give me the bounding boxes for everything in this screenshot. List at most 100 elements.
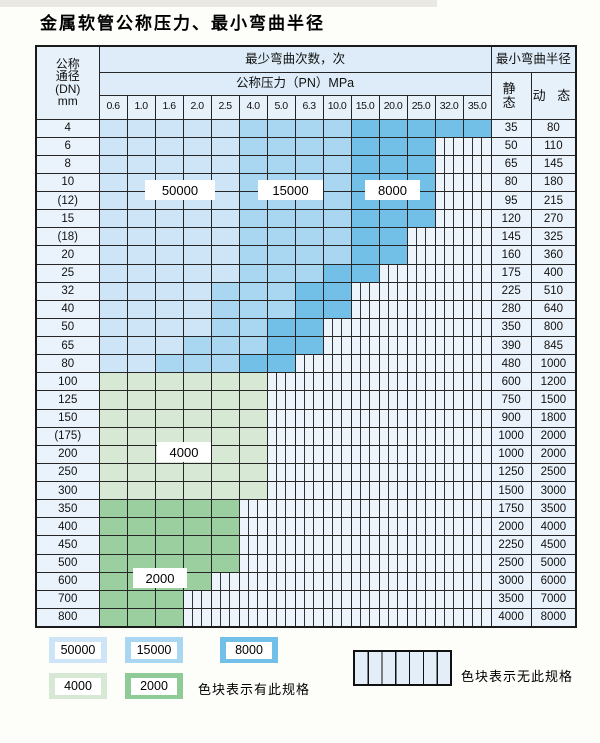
spec-cell	[154, 281, 184, 301]
spec-cell	[462, 227, 492, 247]
static-value: 280	[490, 299, 532, 319]
spec-cell	[350, 462, 380, 483]
spec-cell	[434, 607, 464, 628]
spec-cell	[238, 281, 268, 301]
spec-cell	[350, 118, 380, 138]
dn-label: 800	[35, 607, 100, 628]
spec-cell	[98, 553, 128, 573]
spec-cell	[322, 444, 352, 464]
spec-cell	[154, 408, 184, 428]
dynamic-value: 3500	[530, 499, 577, 519]
dynamic-value: 6000	[530, 571, 577, 591]
static-value: 4000	[490, 607, 532, 628]
spec-cell	[126, 426, 156, 446]
spec-cell	[378, 245, 408, 265]
dn-label: 700	[35, 589, 100, 609]
pressure-bend-table: 公称 通径 (DN) mm 最少弯曲次数，次 最小弯曲半径 公称压力（PN）MPa 静 态动 …	[35, 45, 578, 628]
legend-swatch-50000: 50000	[49, 637, 107, 663]
spec-cell	[294, 607, 324, 628]
spec-cell	[350, 390, 380, 410]
spec-cell	[406, 335, 436, 356]
dn-label: 4	[35, 118, 100, 138]
spec-cell	[126, 499, 156, 519]
spec-cell	[406, 227, 436, 247]
spec-cell	[238, 136, 268, 156]
dn-label: 350	[35, 499, 100, 519]
spec-cell	[434, 517, 464, 537]
spec-cell	[98, 335, 128, 356]
spec-cell	[98, 118, 128, 138]
spec-cell	[434, 118, 464, 138]
spec-cell	[322, 499, 352, 519]
region-label-4000: 4000	[157, 442, 211, 462]
spec-cell	[126, 209, 156, 229]
legend-swatch-4000: 4000	[49, 673, 107, 699]
spec-cell	[294, 553, 324, 573]
spec-cell	[154, 499, 184, 519]
static-value: 80	[490, 172, 532, 193]
dn-label: 300	[35, 480, 100, 501]
spec-cell	[182, 154, 212, 174]
spec-cell	[98, 281, 128, 301]
dynamic-value: 400	[530, 263, 577, 283]
pressure-tick: 0.6	[98, 94, 128, 120]
spec-cell	[182, 263, 212, 283]
spec-cell	[266, 317, 296, 338]
spec-cell	[294, 335, 324, 356]
table-row: 250 1250 2500	[35, 462, 577, 483]
spec-cell	[350, 589, 380, 609]
spec-cell	[238, 154, 268, 174]
spec-cell	[322, 607, 352, 628]
spec-cell	[406, 281, 436, 301]
spec-cell	[434, 209, 464, 229]
spec-cell	[378, 607, 408, 628]
pressure-header: 公称压力（PN）MPa	[98, 71, 492, 96]
spec-cell	[378, 408, 408, 428]
spec-cell	[462, 553, 492, 573]
spec-cell	[210, 480, 240, 501]
legend-swatch-8000: 8000	[220, 637, 278, 663]
pressure-tick: 25.0	[406, 94, 436, 120]
spec-cell	[210, 553, 240, 573]
dn-label: 20	[35, 245, 100, 265]
spec-cell	[378, 480, 408, 501]
spec-cell	[266, 154, 296, 174]
spec-cell	[462, 190, 492, 211]
spec-cell	[462, 209, 492, 229]
spec-cell	[462, 390, 492, 410]
spec-cell	[462, 589, 492, 609]
dynamic-value: 4500	[530, 535, 577, 555]
spec-cell	[462, 263, 492, 283]
spec-cell	[266, 535, 296, 555]
spec-cell	[378, 589, 408, 609]
spec-cell	[294, 589, 324, 609]
spec-cell	[294, 118, 324, 138]
spec-cell	[322, 517, 352, 537]
dn-header-line: 通径	[55, 69, 80, 84]
static-value: 1250	[490, 462, 532, 483]
spec-cell	[266, 444, 296, 464]
spec-cell	[154, 335, 184, 356]
spec-cell	[350, 535, 380, 555]
dynamic-value: 110	[530, 136, 577, 156]
pressure-tick: 1.6	[154, 94, 184, 120]
spec-cell	[294, 426, 324, 446]
spec-cell	[434, 553, 464, 573]
spec-cell	[350, 335, 380, 356]
table-row: 300 1500 3000	[35, 480, 577, 501]
dn-header-cell: 公称 通径 (DN) mm	[35, 45, 100, 120]
spec-cell	[182, 607, 212, 628]
spec-cell	[182, 317, 212, 338]
spec-cell	[182, 227, 212, 247]
spec-cell	[238, 480, 268, 501]
pressure-tick: 4.0	[238, 94, 268, 120]
spec-cell	[126, 118, 156, 138]
spec-cell	[182, 281, 212, 301]
spec-cell	[266, 136, 296, 156]
dynamic-value: 360	[530, 245, 577, 265]
pressure-tick: 32.0	[434, 94, 464, 120]
static-value: 175	[490, 263, 532, 283]
spec-cell	[350, 571, 380, 591]
spec-cell	[294, 263, 324, 283]
spec-cell	[126, 354, 156, 374]
